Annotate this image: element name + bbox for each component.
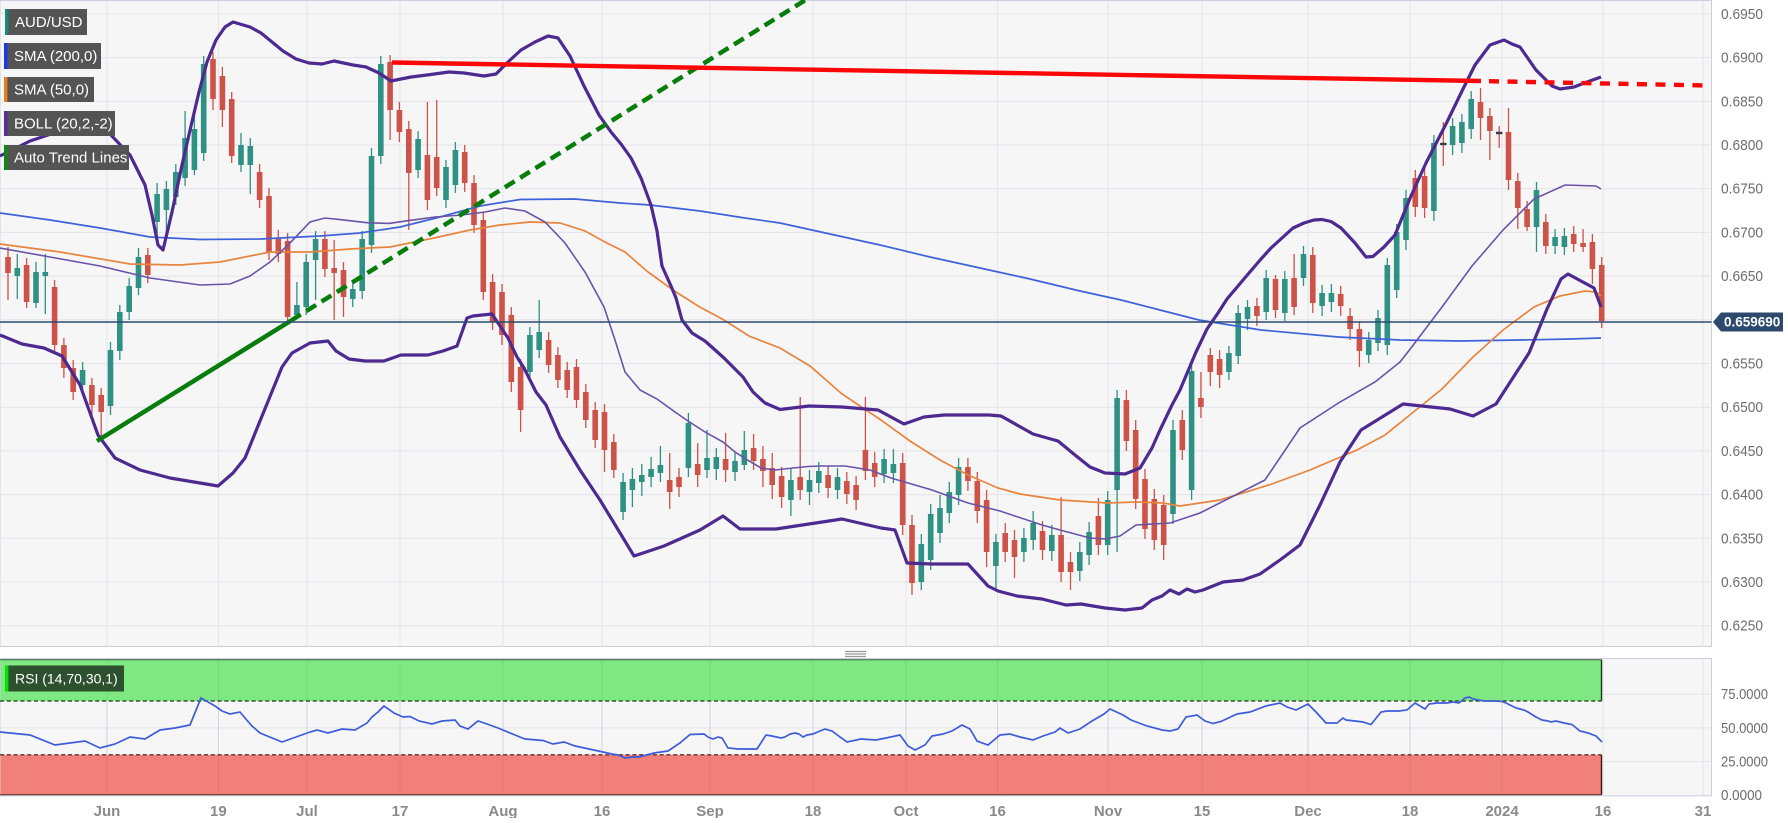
svg-text:0.6750: 0.6750	[1721, 181, 1763, 198]
svg-text:0.6350: 0.6350	[1721, 530, 1763, 547]
svg-text:0.6950: 0.6950	[1721, 6, 1763, 23]
svg-text:50.0000: 50.0000	[1721, 720, 1768, 737]
svg-text:SMA (50,0): SMA (50,0)	[14, 82, 89, 99]
svg-text:Auto Trend Lines: Auto Trend Lines	[14, 150, 127, 167]
svg-text:0.0000: 0.0000	[1721, 787, 1762, 804]
svg-text:0.6800: 0.6800	[1721, 137, 1763, 154]
svg-text:Sep: Sep	[696, 803, 724, 818]
svg-text:BOLL (20,2,-2): BOLL (20,2,-2)	[14, 116, 113, 133]
svg-text:15: 15	[1194, 803, 1211, 818]
svg-text:18: 18	[1402, 803, 1419, 818]
svg-text:75.0000: 75.0000	[1721, 686, 1768, 703]
svg-text:18: 18	[805, 803, 822, 818]
svg-text:0.6250: 0.6250	[1721, 618, 1763, 635]
svg-text:AUD/USD: AUD/USD	[15, 14, 83, 31]
svg-text:Oct: Oct	[893, 803, 918, 818]
svg-text:0.6550: 0.6550	[1721, 356, 1763, 373]
svg-text:Nov: Nov	[1094, 803, 1123, 818]
svg-text:0.659690: 0.659690	[1724, 315, 1780, 330]
svg-text:25.0000: 25.0000	[1721, 754, 1768, 771]
svg-text:16: 16	[594, 803, 611, 818]
svg-text:0.6850: 0.6850	[1721, 93, 1763, 110]
svg-text:16: 16	[989, 803, 1006, 818]
svg-text:Dec: Dec	[1294, 803, 1322, 818]
svg-text:16: 16	[1595, 803, 1612, 818]
svg-text:Jun: Jun	[94, 803, 121, 818]
svg-text:Jul: Jul	[296, 803, 318, 818]
svg-text:2024: 2024	[1485, 803, 1519, 818]
svg-text:0.6500: 0.6500	[1721, 399, 1763, 416]
svg-text:0.6900: 0.6900	[1721, 50, 1763, 67]
svg-text:RSI (14,70,30,1): RSI (14,70,30,1)	[15, 671, 118, 687]
svg-text:0.6650: 0.6650	[1721, 268, 1763, 285]
svg-text:19: 19	[210, 803, 227, 818]
svg-text:Aug: Aug	[488, 803, 517, 818]
svg-text:17: 17	[392, 803, 409, 818]
svg-text:0.6450: 0.6450	[1721, 443, 1763, 460]
svg-text:SMA (200,0): SMA (200,0)	[14, 48, 97, 65]
svg-text:0.6700: 0.6700	[1721, 224, 1763, 241]
svg-text:0.6300: 0.6300	[1721, 574, 1763, 591]
svg-text:31: 31	[1695, 803, 1712, 818]
svg-text:0.6400: 0.6400	[1721, 487, 1763, 504]
